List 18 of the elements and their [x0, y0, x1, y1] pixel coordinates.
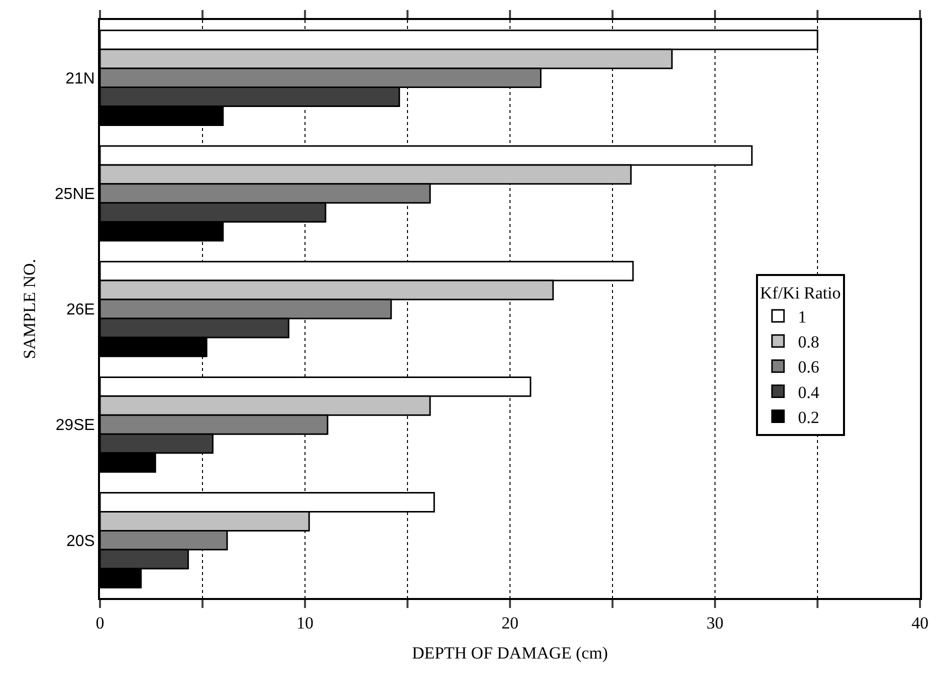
- legend-label: 0.4: [798, 382, 820, 402]
- legend-title: Kf/Ki Ratio: [760, 283, 841, 302]
- y-axis-title: SAMPLE NO.: [20, 258, 39, 360]
- x-tick-label: 30: [706, 613, 724, 632]
- legend-label: 0.2: [798, 408, 820, 427]
- y-tick-label: 26E: [66, 302, 95, 319]
- legend-label: 0.8: [798, 332, 820, 352]
- x-tick-label: 0: [96, 613, 104, 632]
- y-tick-label: 25NE: [54, 186, 95, 203]
- x-tick-label: 20: [502, 613, 518, 632]
- y-tick-label: 29SE: [56, 417, 95, 434]
- legend-label: 1: [798, 308, 806, 327]
- x-tick-label: 40: [912, 613, 928, 632]
- legend-label: 0.6: [798, 358, 820, 377]
- y-tick-label: 20S: [66, 532, 95, 550]
- x-axis-title: DEPTH OF DAMAGE (cm): [412, 643, 608, 662]
- x-tick-label: 10: [296, 613, 314, 632]
- y-tick-label: 21N: [65, 70, 95, 88]
